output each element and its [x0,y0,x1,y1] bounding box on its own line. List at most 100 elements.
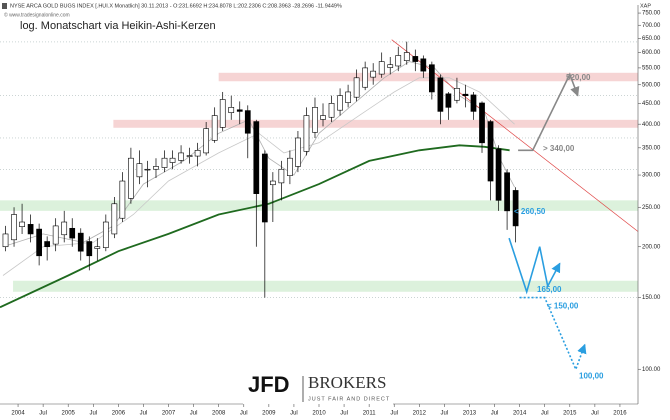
candle-body [228,107,235,113]
candle-body [19,221,25,227]
candle-body [161,157,168,168]
candle-body [512,190,519,227]
candle-body [111,203,118,235]
candle-body [278,168,285,184]
zone [113,119,638,128]
candle-body [345,91,351,103]
candle-body [11,214,17,241]
logo-name: BROKERS [308,373,386,392]
candle-body [454,88,460,101]
x-tick-label: Jul [89,411,97,417]
y-tick-label: 200.00 [642,244,661,250]
y-tick-label: 250.00 [642,205,661,211]
x-tick-label: 2008 [212,411,226,417]
candle-body [370,70,377,78]
x-tick-label: Jul [240,411,248,417]
candle-body [144,168,151,171]
candle-body [353,77,360,98]
candle-body [387,64,394,68]
x-tick-label: Jul [290,411,298,417]
header-icon [2,3,7,9]
candle-body [428,64,435,93]
subtitle: log. Monatschart via Heikin-Ashi-Kerzen [20,20,216,32]
x-tick-label: 2011 [363,411,377,417]
candle-body [395,55,402,67]
logo-brand: JFD [248,372,290,397]
chart-title: NYSE ARCA GOLD BUGS INDEX [.HUI.X Monatl… [10,3,342,9]
candle-body [77,232,84,252]
x-tick-label: 2014 [513,411,527,417]
candle-body [303,115,310,152]
logo-slogan: JUST FAIR AND DIRECT [308,396,390,402]
x-tick-label: Jul [140,411,148,417]
x-tick-label: 2010 [312,411,326,417]
candle-body [295,137,301,167]
candle-body [102,221,109,248]
candle-body [244,110,251,134]
x-tick-label: 2012 [413,411,427,417]
annotation: 100,00 [579,371,604,380]
y-tick-label: 700.00 [642,23,661,29]
y-tick-label: 150.00 [642,295,661,301]
x-tick-label: Jul [441,411,449,417]
annotation: < 150,00 [547,302,579,311]
x-tick-label: Jul [190,411,198,417]
candle-body [445,93,452,108]
x-tick-label: 2015 [563,411,577,417]
x-tick-label: Jul [491,411,499,417]
source: © www.tradesignalonline.com [4,11,70,18]
candle-body [211,115,218,141]
y-tick-label: 500.00 [642,82,661,88]
candle-body [52,225,59,245]
x-tick-label: 2016 [613,411,627,417]
candle-body [219,99,226,128]
candle-body [479,102,485,144]
candle-body [403,52,410,61]
x-tick-label: Jul [39,411,47,417]
y-tick-label: 450.00 [642,101,661,107]
candle-body [437,77,444,112]
candle-body [86,241,93,257]
y-tick-label: 650.00 [642,36,661,42]
candle-body [186,155,193,157]
annotation: 520,00 [566,73,591,82]
annotation: > 340,00 [543,144,575,153]
y-tick-label: 600.00 [642,50,661,56]
candle-body [27,224,34,235]
candle-body [312,107,318,133]
currency: XAP [640,3,651,9]
candle-body [287,157,293,176]
projection [518,72,580,152]
x-tick-label: 2013 [463,411,477,417]
candle-body [203,128,210,154]
candle-body [2,233,9,248]
x-tick-label: 2005 [62,411,76,417]
y-tick-label: 350.00 [642,145,661,151]
candle-body [119,180,126,219]
moving-average [0,144,510,309]
y-tick-label: 750.00 [642,11,661,17]
candle-body [136,163,143,178]
projection [519,296,587,372]
candle-body [470,94,477,112]
logo-box [243,373,393,405]
candle-body [61,221,68,236]
candle-body [412,56,419,62]
candle-body [44,241,51,248]
annotation: < 260,50 [514,207,546,216]
logo: JFD BROKERS JUST FAIR AND DIRECT [243,372,393,405]
candle-body [236,109,243,112]
annotation: 165,00 [537,285,562,294]
candle-body [253,121,260,194]
x-tick-label: Jul [591,411,599,417]
x-tick-label: Jul [390,411,398,417]
candle-body [178,152,184,161]
x-tick-label: 2009 [262,411,276,417]
candle-body [128,157,134,199]
x-tick-label: 2004 [11,411,25,417]
candle-body [495,148,502,201]
candle-body [320,115,326,120]
y-tick-label: 100.00 [642,367,661,373]
x-tick-label: Jul [340,411,348,417]
